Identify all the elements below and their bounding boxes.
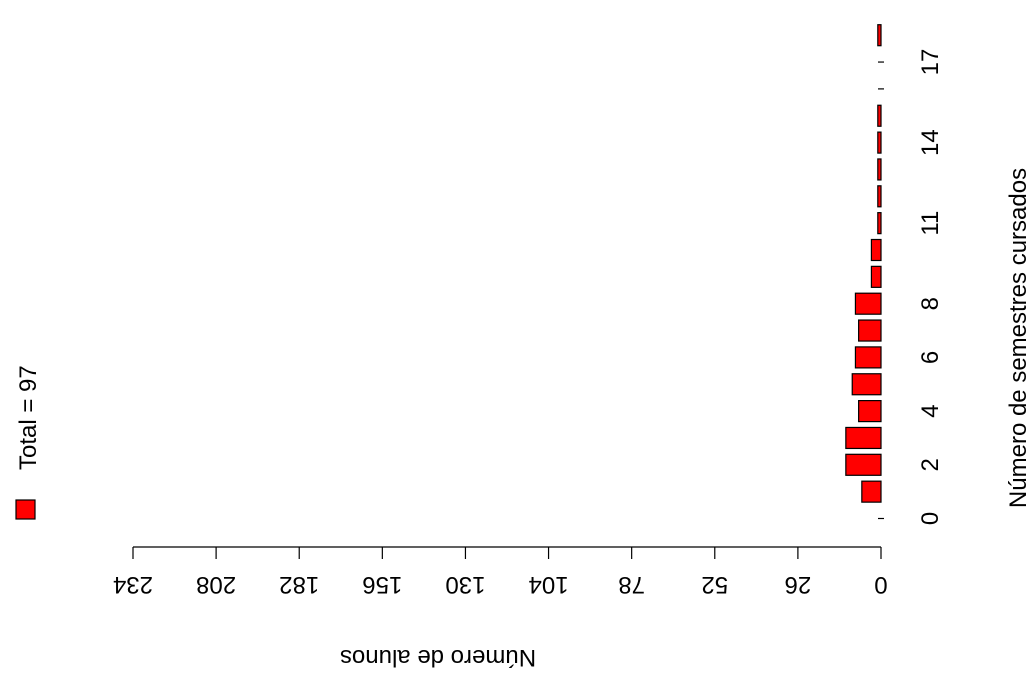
x-axis-title: Número de semestres cursados	[1005, 168, 1032, 508]
category-tick-label: 0	[917, 512, 944, 525]
value-tick-label: 208	[196, 571, 236, 598]
bar	[858, 319, 882, 342]
value-tick-label: 234	[113, 571, 153, 598]
value-tick-label: 0	[874, 571, 887, 598]
category-tick-label: 8	[917, 297, 944, 310]
value-axis: 0 26 52 78 104 130 156 182 208 234	[113, 546, 888, 598]
bar	[870, 265, 882, 288]
value-tick-label: 104	[529, 571, 569, 598]
bar	[845, 453, 882, 476]
category-tick-label: 17	[917, 49, 944, 76]
legend-swatch	[15, 499, 36, 520]
bar	[845, 426, 882, 450]
value-tick-label: 156	[362, 571, 402, 598]
bar	[870, 238, 882, 262]
bar	[877, 212, 882, 235]
legend: Total = 97	[15, 365, 42, 520]
category-tick-label: 4	[917, 404, 944, 417]
legend-label: Total = 97	[15, 365, 42, 470]
bar	[877, 104, 882, 127]
value-tick-label: 78	[618, 571, 645, 598]
value-tick-label: 182	[279, 571, 319, 598]
bar	[854, 292, 882, 315]
bars-group	[845, 24, 884, 520]
value-tick-label: 26	[785, 571, 812, 598]
value-tick-label: 130	[445, 571, 485, 598]
category-tick-label: 14	[917, 129, 944, 156]
category-tick-label: 2	[917, 458, 944, 471]
category-axis: 0 2 4 6 8 11 14 17	[917, 49, 944, 525]
bar	[877, 131, 882, 154]
bar	[851, 373, 882, 396]
bar	[854, 346, 882, 369]
bar	[877, 158, 882, 181]
y-axis-title: Número de alunos	[340, 644, 536, 671]
category-tick-label: 11	[917, 211, 944, 236]
bar	[858, 400, 882, 423]
bar	[877, 24, 882, 47]
bar	[861, 480, 882, 503]
bar	[877, 185, 882, 208]
value-tick-label: 52	[701, 571, 728, 598]
category-tick-label: 6	[917, 351, 944, 364]
